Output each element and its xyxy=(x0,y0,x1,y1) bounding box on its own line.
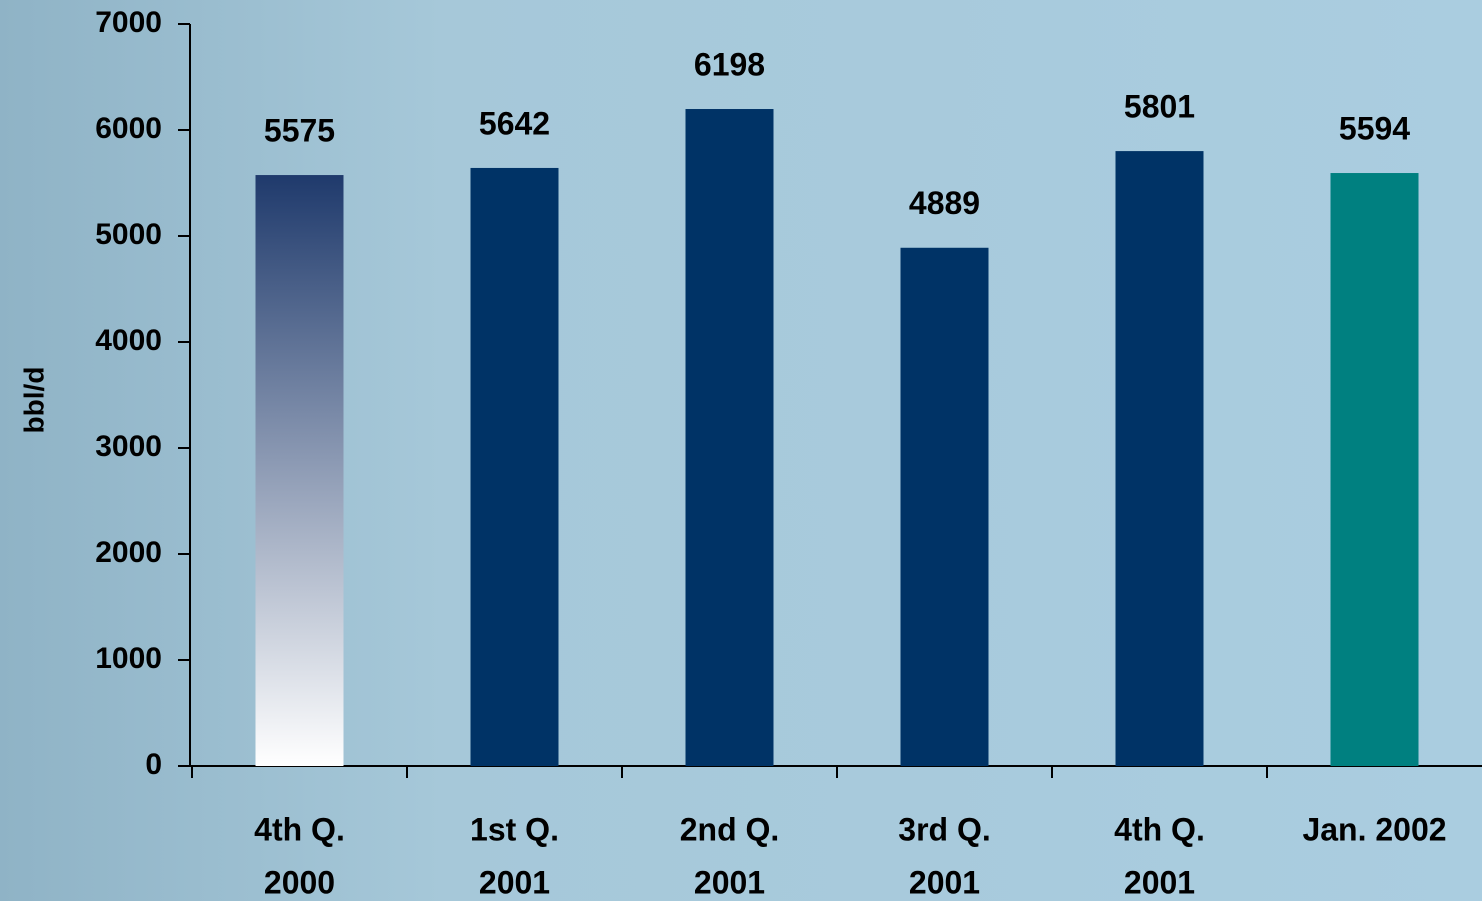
bar xyxy=(685,109,774,766)
y-tick-label: 3000 xyxy=(95,430,162,463)
y-tick-label: 5000 xyxy=(95,218,162,251)
y-axis-label: bbl/d xyxy=(18,367,49,434)
bar xyxy=(1330,173,1419,766)
x-tick-label: 2001 xyxy=(909,864,980,900)
y-tick-label: 1000 xyxy=(95,642,162,675)
x-tick-label: 4th Q. xyxy=(254,811,345,847)
x-tick-label: 2001 xyxy=(694,864,765,900)
y-tick-label: 0 xyxy=(145,748,162,781)
bar xyxy=(1115,151,1204,766)
bar xyxy=(900,247,989,767)
y-tick-label: 2000 xyxy=(95,536,162,569)
x-tick-label: Jan. 2002 xyxy=(1302,811,1446,847)
value-label: 5594 xyxy=(1339,110,1410,146)
y-tick-label: 7000 xyxy=(95,6,162,39)
x-tick-label: 1st Q. xyxy=(470,811,559,847)
x-tick-label: 3rd Q. xyxy=(898,811,990,847)
value-label: 5642 xyxy=(479,105,550,141)
x-tick-label: 2001 xyxy=(479,864,550,900)
value-label: 5801 xyxy=(1124,89,1195,125)
value-label: 6198 xyxy=(694,46,765,82)
value-label: 4889 xyxy=(909,185,980,221)
bar xyxy=(255,175,344,767)
y-tick-label: 4000 xyxy=(95,324,162,357)
x-tick-label: 2nd Q. xyxy=(680,811,780,847)
x-tick-label: 4th Q. xyxy=(1114,811,1205,847)
y-tick-label: 6000 xyxy=(95,112,162,145)
value-label: 5575 xyxy=(264,113,335,149)
bar xyxy=(470,167,559,766)
x-tick-label: 2001 xyxy=(1124,864,1195,900)
x-tick-label: 2000 xyxy=(264,864,335,900)
